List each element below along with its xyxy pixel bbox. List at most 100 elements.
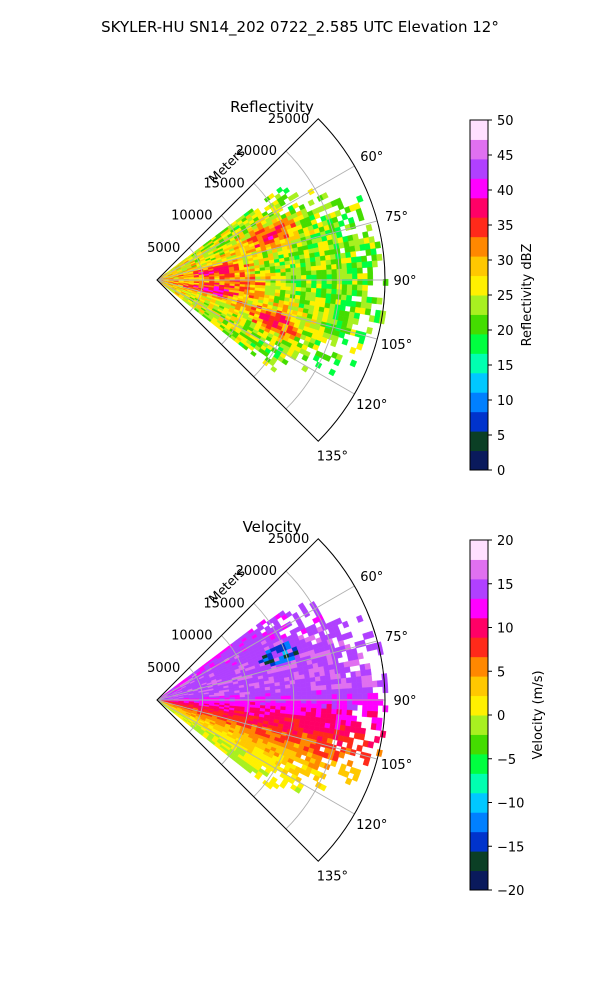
radar-gate	[324, 674, 332, 681]
radar-gate	[346, 759, 354, 768]
radar-gate	[310, 707, 317, 714]
radar-gate	[341, 213, 349, 221]
radar-gate	[316, 703, 322, 709]
radar-gate	[375, 723, 382, 731]
radar-gate	[295, 283, 302, 288]
radar-gate	[279, 264, 286, 270]
radar-gate	[280, 275, 287, 280]
radar-gate	[280, 706, 287, 711]
radar-gate	[249, 282, 256, 286]
radar-gate	[304, 257, 311, 264]
radar-gate	[330, 679, 337, 685]
radar-gate	[255, 276, 261, 280]
reflectivity-colorbar-label: Reflectivity dBZ	[520, 244, 535, 347]
radar-gate	[326, 703, 333, 710]
colorbar-tick-label: 20	[497, 324, 514, 339]
radar-gate	[339, 304, 346, 312]
radar-gate	[377, 647, 384, 656]
colorbar-tick-label: −5	[497, 753, 516, 768]
radar-gate	[366, 674, 373, 682]
range-tick-label: 20000	[236, 564, 277, 579]
radar-gate	[310, 712, 317, 718]
radar-gate	[280, 695, 287, 700]
radar-gate	[285, 691, 292, 697]
radar-gate	[321, 274, 328, 280]
radar-gate	[361, 710, 368, 718]
radar-gate	[214, 697, 220, 700]
radar-gate	[328, 368, 336, 377]
radar-gate	[319, 675, 327, 682]
colorbar-tick-label: −20	[497, 884, 524, 899]
radar-gate	[356, 687, 363, 694]
radar-gate	[367, 279, 374, 286]
radar-gate	[282, 187, 290, 195]
radar-gate	[350, 720, 357, 728]
azimuth-spoke	[156, 279, 355, 395]
sector-frame	[156, 118, 386, 442]
radar-gate	[345, 720, 352, 727]
radar-gate	[319, 783, 327, 792]
velocity-range-ticks: 5000 10000 15000 20000 25000	[147, 532, 309, 676]
azimuth-spoke	[156, 640, 378, 701]
radar-gate	[295, 691, 302, 696]
radar-gate	[321, 192, 329, 200]
azimuth-tick-label: 90°	[393, 274, 416, 289]
range-tick-label: 20000	[236, 144, 277, 159]
radar-gate	[346, 709, 353, 716]
radar-gate	[324, 254, 332, 261]
radar-gate	[345, 631, 354, 639]
radar-gate	[274, 685, 281, 690]
azimuth-tick-label: 105°	[381, 758, 412, 773]
reflectivity-colorbar: 0 5 10 15 20 25 30 35 40 45 50 Reflectivity dBZ	[469, 114, 535, 479]
radar-gate	[340, 299, 347, 307]
radar-gate	[314, 256, 321, 262]
radar-gate	[329, 669, 336, 676]
radar-gate	[295, 683, 302, 689]
radar-gate	[358, 733, 366, 741]
radar-gate	[350, 676, 358, 684]
radar-gate	[274, 265, 281, 270]
radar-gate	[305, 682, 312, 688]
radar-gate	[357, 652, 364, 660]
radar-gate	[270, 276, 277, 280]
radar-gate	[266, 782, 274, 790]
radar-gate	[285, 271, 292, 277]
radar-gate	[305, 262, 312, 268]
colorbar-swatch	[470, 158, 488, 179]
azimuth-tick-label: 75°	[385, 630, 408, 645]
radar-gate	[362, 273, 368, 280]
radar-gate	[361, 261, 368, 269]
colorbar-swatch	[470, 314, 488, 335]
radar-gate	[306, 690, 312, 696]
radar-gate	[315, 708, 322, 714]
radar-gate	[315, 292, 322, 299]
colorbar-swatch	[470, 178, 488, 199]
radar-gate	[345, 257, 352, 264]
figure-title: SKYLER-HU SN14_202 0722_2.585 UTC Elevat…	[101, 18, 499, 37]
radar-gate	[367, 630, 375, 639]
radar-gate	[340, 294, 347, 301]
radar-gate	[373, 735, 381, 744]
radar-gate	[336, 651, 343, 659]
radar-gate	[350, 671, 357, 678]
radar-gate	[331, 269, 338, 275]
radar-gate	[295, 275, 302, 280]
radar-gate	[300, 690, 307, 696]
radar-gate	[341, 704, 348, 711]
radar-gate	[320, 717, 327, 724]
radar-gate	[356, 256, 363, 263]
radar-gate	[340, 677, 347, 685]
radar-gate	[260, 276, 266, 280]
radar-gate	[279, 782, 287, 789]
radar-gate	[275, 272, 282, 277]
radar-gate	[352, 693, 358, 700]
radar-gate	[356, 744, 363, 752]
radar-gate	[361, 675, 368, 683]
colorbar-swatch	[470, 559, 488, 580]
radar-gate	[316, 694, 323, 700]
radar-gate	[311, 690, 317, 696]
colorbar-tick-label: 45	[497, 149, 514, 164]
radar-gate	[311, 283, 317, 289]
radar-gate	[254, 270, 261, 275]
radar-gate	[300, 711, 307, 717]
